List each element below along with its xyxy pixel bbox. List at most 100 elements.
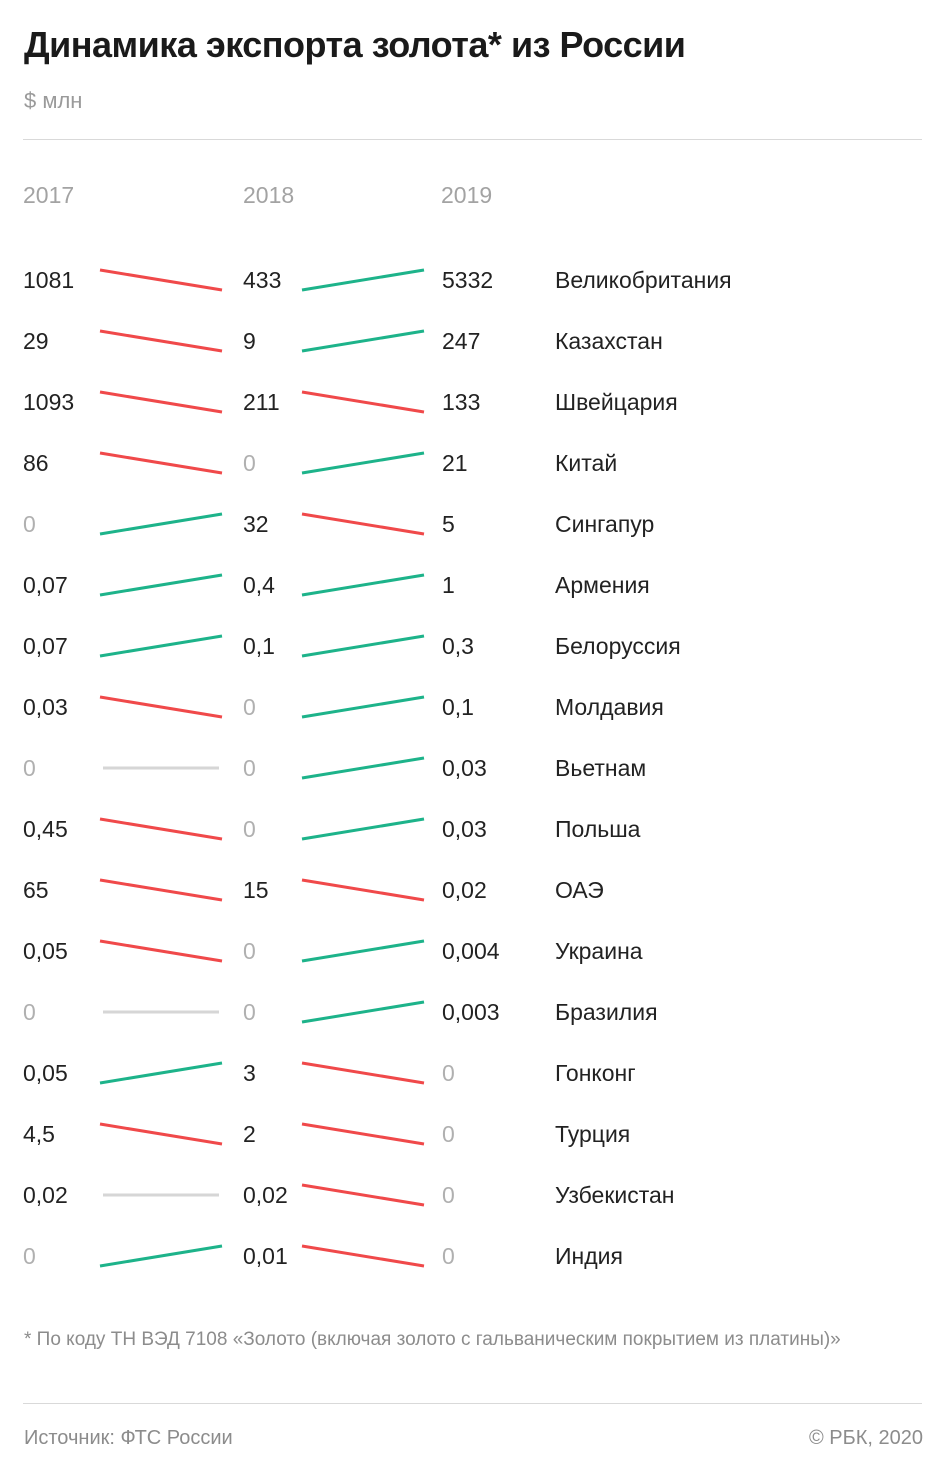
value-2018: 0 bbox=[243, 450, 256, 476]
value-2017: 0 bbox=[23, 999, 36, 1025]
value-2017: 0 bbox=[23, 511, 36, 537]
year-header-2017: 2017 bbox=[23, 182, 75, 208]
table-row: 0 0 0,03 Вьетнам bbox=[0, 750, 945, 786]
slope-lines bbox=[99, 451, 425, 475]
country-label: Польша bbox=[555, 816, 641, 842]
table-row: 0,07 0,4 1 Армения bbox=[0, 567, 945, 603]
slope-line-2018-2019-up bbox=[301, 573, 425, 597]
slope-line-2018-2019-up bbox=[301, 695, 425, 719]
slope-line-2018-2019-up bbox=[301, 817, 425, 841]
slope-lines bbox=[99, 512, 425, 536]
slope-lines bbox=[99, 1122, 425, 1146]
slope-lines bbox=[103, 1000, 425, 1024]
country-label: Швейцария bbox=[555, 389, 678, 415]
footnote: * По коду ТН ВЭД 7108 «Золото (включая з… bbox=[24, 1329, 841, 1350]
table-row: 65 15 0,02 ОАЭ bbox=[0, 872, 945, 908]
country-label: Узбекистан bbox=[555, 1182, 675, 1208]
value-2018: 433 bbox=[243, 267, 282, 293]
value-2019: 0 bbox=[442, 1121, 455, 1147]
country-label: Белоруссия bbox=[555, 633, 681, 659]
value-2017: 86 bbox=[23, 450, 49, 476]
value-2019: 247 bbox=[442, 328, 481, 354]
table-row: 4,5 2 0 Турция bbox=[0, 1116, 945, 1152]
value-2019: 0,03 bbox=[442, 816, 487, 842]
slope-line-2018-2019-down bbox=[301, 1061, 425, 1085]
value-2018: 0,1 bbox=[243, 633, 275, 659]
value-2019: 0 bbox=[442, 1182, 455, 1208]
country-label: Бразилия bbox=[555, 999, 658, 1025]
slope-lines bbox=[99, 1061, 425, 1085]
source-text: Источник: ФТС России bbox=[24, 1427, 233, 1449]
table-row: 0,02 0,02 0 Узбекистан bbox=[0, 1177, 945, 1213]
value-2019: 0 bbox=[442, 1243, 455, 1269]
slope-line-2017-2018-up bbox=[99, 1244, 223, 1268]
value-2018: 0 bbox=[243, 816, 256, 842]
value-2019: 0 bbox=[442, 1060, 455, 1086]
value-2019: 0,003 bbox=[442, 999, 500, 1025]
slope-line-2017-2018-down bbox=[99, 268, 223, 292]
value-2017: 0,05 bbox=[23, 938, 68, 964]
slope-line-2018-2019-down bbox=[301, 1183, 425, 1207]
country-label: Гонконг bbox=[555, 1060, 636, 1086]
value-2018: 0,02 bbox=[243, 1182, 288, 1208]
value-2018: 32 bbox=[243, 511, 269, 537]
bottom-divider bbox=[23, 1403, 922, 1404]
slope-lines bbox=[103, 756, 425, 780]
slope-line-2018-2019-up bbox=[301, 329, 425, 353]
slope-lines bbox=[99, 939, 425, 963]
value-2018: 0,4 bbox=[243, 572, 275, 598]
value-2017: 0 bbox=[23, 755, 36, 781]
unit-label: $ млн bbox=[24, 88, 83, 113]
value-2017: 29 bbox=[23, 328, 49, 354]
value-2018: 0 bbox=[243, 938, 256, 964]
slope-line-2018-2019-up bbox=[301, 939, 425, 963]
table-row: 86 0 21 Китай bbox=[0, 445, 945, 481]
slope-line-2017-2018-down bbox=[99, 695, 223, 719]
slope-line-2017-2018-down bbox=[99, 451, 223, 475]
value-2018: 0 bbox=[243, 694, 256, 720]
value-2017: 0,45 bbox=[23, 816, 68, 842]
value-2019: 0,1 bbox=[442, 694, 474, 720]
table-row: 0,05 3 0 Гонконг bbox=[0, 1055, 945, 1091]
slope-lines bbox=[99, 1244, 425, 1268]
country-label: Великобритания bbox=[555, 267, 732, 293]
value-2019: 0,3 bbox=[442, 633, 474, 659]
table-row: 0,45 0 0,03 Польша bbox=[0, 811, 945, 847]
value-2018: 3 bbox=[243, 1060, 256, 1086]
slope-line-2017-2018-down bbox=[99, 939, 223, 963]
country-label: Молдавия bbox=[555, 694, 664, 720]
table-row: 1081 433 5332 Великобритания bbox=[0, 262, 945, 298]
slope-line-2018-2019-up bbox=[301, 756, 425, 780]
year-header-2018: 2018 bbox=[243, 182, 295, 208]
value-2018: 211 bbox=[243, 389, 280, 415]
slope-lines bbox=[99, 634, 425, 658]
slope-line-2017-2018-down bbox=[99, 329, 223, 353]
country-label: Казахстан bbox=[555, 328, 663, 354]
value-2018: 2 bbox=[243, 1121, 256, 1147]
slope-line-2017-2018-down bbox=[99, 817, 223, 841]
slope-line-2018-2019-up bbox=[301, 451, 425, 475]
top-divider bbox=[23, 139, 922, 140]
value-2017: 1093 bbox=[23, 389, 75, 415]
value-2017: 0 bbox=[23, 1243, 36, 1269]
value-2017: 1081 bbox=[23, 267, 75, 293]
country-label: ОАЭ bbox=[555, 877, 604, 903]
table-row: 0,07 0,1 0,3 Белоруссия bbox=[0, 628, 945, 664]
slope-line-2017-2018-up bbox=[99, 634, 223, 658]
slope-line-2017-2018-down bbox=[99, 1122, 223, 1146]
country-label: Сингапур bbox=[555, 511, 655, 537]
value-2019: 21 bbox=[442, 450, 468, 476]
chart-title: Динамика экспорта золота* из России bbox=[24, 24, 686, 65]
value-2017: 0,07 bbox=[23, 633, 68, 659]
slope-line-2017-2018-up bbox=[99, 512, 223, 536]
country-label: Турция bbox=[555, 1121, 631, 1147]
value-2019: 5332 bbox=[442, 267, 494, 293]
value-2017: 0,03 bbox=[23, 694, 68, 720]
slope-line-2018-2019-down bbox=[301, 1244, 425, 1268]
value-2017: 65 bbox=[23, 877, 49, 903]
table-row: 29 9 247 Казахстан bbox=[0, 323, 945, 359]
value-2018: 0 bbox=[243, 999, 256, 1025]
value-2019: 0,02 bbox=[442, 877, 487, 903]
country-label: Китай bbox=[555, 450, 618, 476]
value-2018: 15 bbox=[243, 877, 269, 903]
